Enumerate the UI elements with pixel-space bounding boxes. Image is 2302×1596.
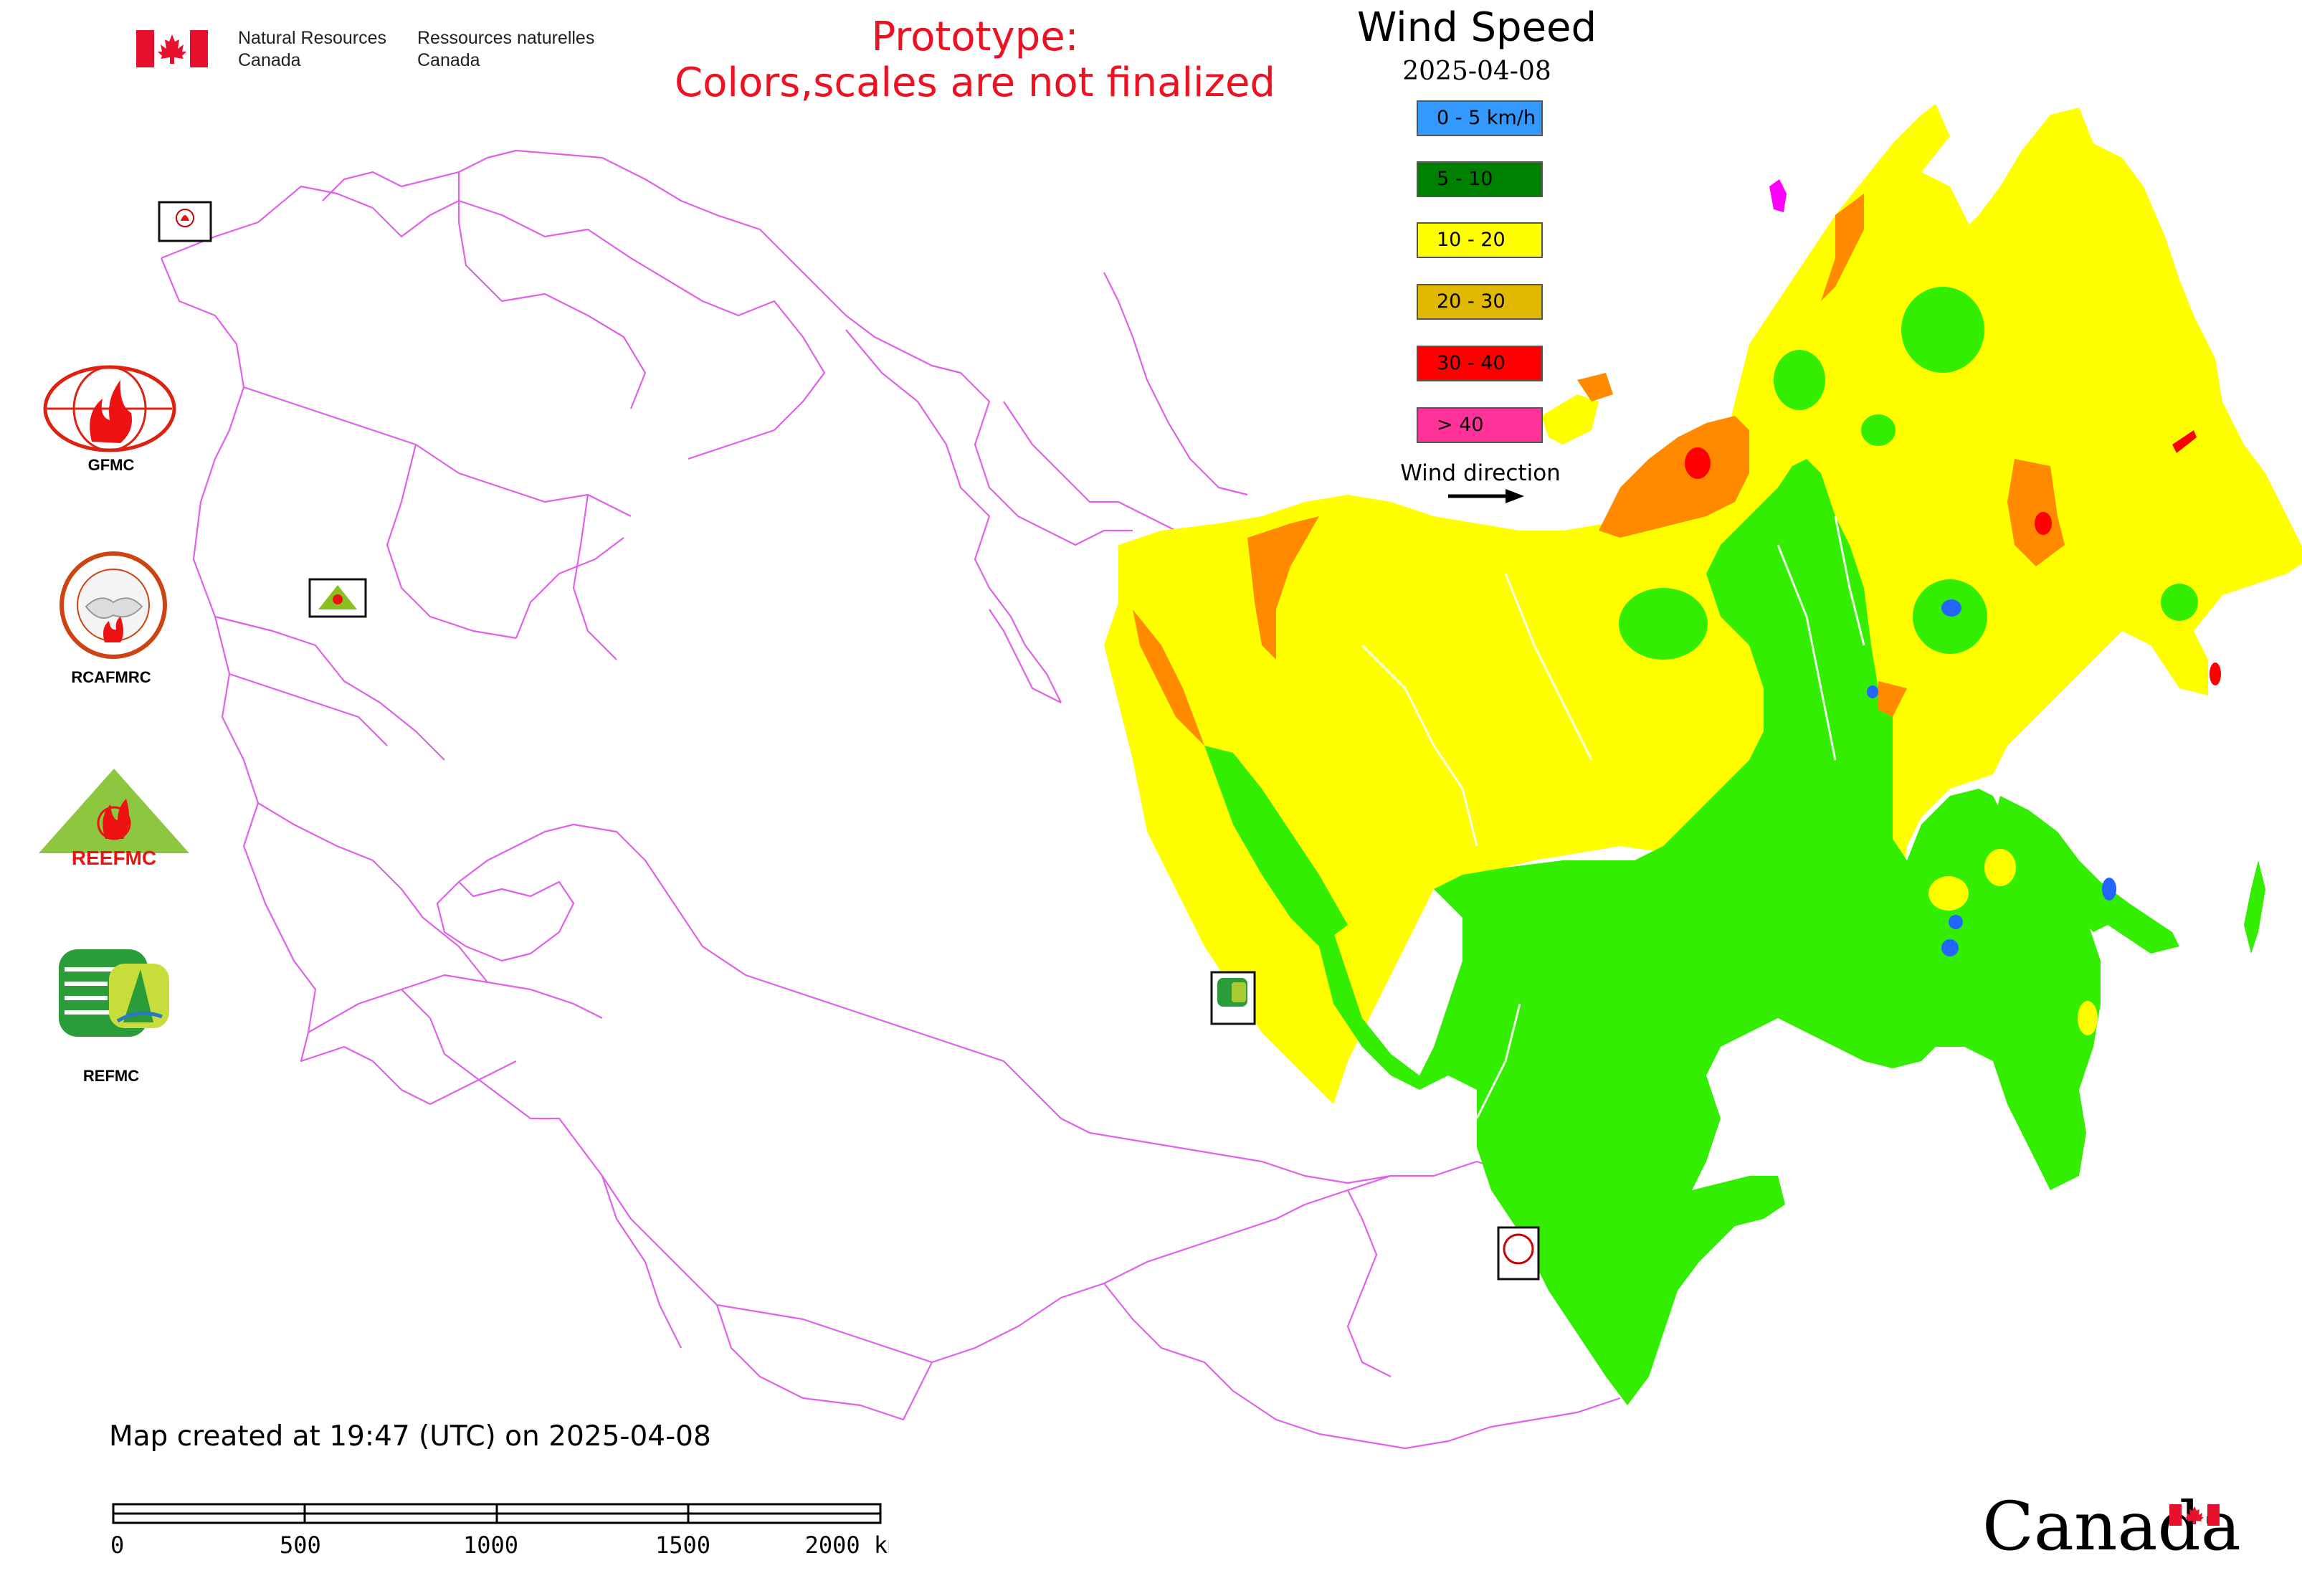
- map-marker-gfmc: [158, 201, 212, 242]
- map-marker-rcafmrc: [1497, 1226, 1540, 1281]
- yellow-patch: [1928, 876, 1969, 911]
- orange-zone: [2007, 459, 2065, 566]
- gfmc-logo: [43, 365, 176, 452]
- legend-item: 10 - 20: [1417, 222, 1543, 258]
- red-patch: [2210, 662, 2221, 685]
- yellow-patch: [2078, 1001, 2098, 1035]
- orange-zone: [1821, 194, 1864, 301]
- wind-speed-fields: [1104, 104, 2302, 1405]
- canada-flag-icon: [136, 30, 208, 67]
- green-patch: [1861, 414, 1896, 446]
- country-borders: [160, 149, 1664, 1450]
- map-created-timestamp: Map created at 19:47 (UTC) on 2025-04-08: [109, 1420, 711, 1453]
- orange-zone: [1878, 681, 1907, 717]
- svg-text:REEFMC: REEFMC: [72, 847, 156, 868]
- refmc-label: REFMC: [82, 1067, 140, 1085]
- blue-patch: [1941, 939, 1959, 956]
- green-patch: [1901, 287, 1984, 373]
- nrc-en-line1: Natural Resources: [238, 28, 387, 48]
- green-zone-east: [1993, 796, 2179, 954]
- canada-wordmark: Canada: [1982, 1488, 2241, 1566]
- green-patch: [1774, 350, 1825, 410]
- scale-tick: 2000 km: [805, 1531, 889, 1556]
- scale-tick: 500: [280, 1531, 321, 1556]
- prototype-line2: Colors,scales are not finalized: [675, 60, 1275, 106]
- orange-zone: [1247, 516, 1319, 660]
- rcafmrc-logo: [60, 551, 167, 659]
- orange-zone: [1599, 416, 1749, 538]
- island: [1577, 373, 1613, 402]
- island: [2244, 860, 2265, 954]
- green-patch: [2161, 584, 2198, 621]
- map-date: 2025-04-08: [1402, 57, 1551, 86]
- legend-item: 5 - 10: [1417, 161, 1543, 197]
- island: [2172, 430, 2197, 453]
- nrc-fr-line2: Canada: [417, 50, 480, 70]
- reefmc-logo: REEFMC: [39, 769, 189, 868]
- rcafmrc-label: RCAFMRC: [71, 668, 151, 686]
- green-patch: [1619, 588, 1708, 660]
- blue-patch: [1949, 915, 1963, 929]
- wind-direction-label: Wind direction: [1400, 460, 1561, 486]
- magenta-patch: [1769, 179, 1787, 212]
- gfmc-label: GFMC: [87, 456, 135, 474]
- legend-item: 0 - 5 km/h: [1417, 100, 1543, 136]
- green-patch: [1913, 579, 1987, 654]
- scale-bar: 0 500 1000 1500 2000 km: [110, 1503, 889, 1556]
- island: [1541, 394, 1599, 445]
- map-marker-reefmc: [308, 578, 367, 618]
- red-patch: [1685, 447, 1711, 479]
- blue-patch: [2102, 878, 2116, 901]
- prototype-line1: Prototype:: [871, 14, 1079, 60]
- yellow-zone: [1104, 104, 2302, 1104]
- scale-tick: 0: [110, 1531, 124, 1556]
- blue-patch: [1941, 599, 1961, 617]
- nrc-fr-line1: Ressources naturelles: [417, 28, 595, 48]
- map-title: Wind Speed: [1356, 4, 1597, 51]
- scale-tick: 1000: [463, 1531, 518, 1556]
- legend-item: 20 - 30: [1417, 284, 1543, 320]
- nrc-en-line2: Canada: [238, 50, 301, 70]
- nrc-english-name: Natural Resources Canada: [238, 27, 386, 72]
- green-wedge-sw: [1204, 746, 1348, 946]
- legend-item: > 40: [1417, 407, 1543, 443]
- canada-wordmark-flag-icon: [2169, 1504, 2220, 1526]
- scale-tick: 1500: [655, 1531, 710, 1556]
- wind-direction-arrow-icon: [1448, 489, 1524, 503]
- orange-zone: [1133, 609, 1204, 746]
- red-patch: [2035, 512, 2052, 535]
- refmc-logo: [59, 949, 169, 1037]
- map-marker-refmc: [1210, 971, 1256, 1025]
- nrc-french-name: Ressources naturelles Canada: [417, 27, 594, 72]
- prototype-notice: Prototype: Colors,scales are not finaliz…: [0, 14, 1950, 106]
- blue-patch: [1867, 685, 1878, 698]
- legend-item: 30 - 40: [1417, 346, 1543, 381]
- yellow-patch: [1984, 849, 2016, 886]
